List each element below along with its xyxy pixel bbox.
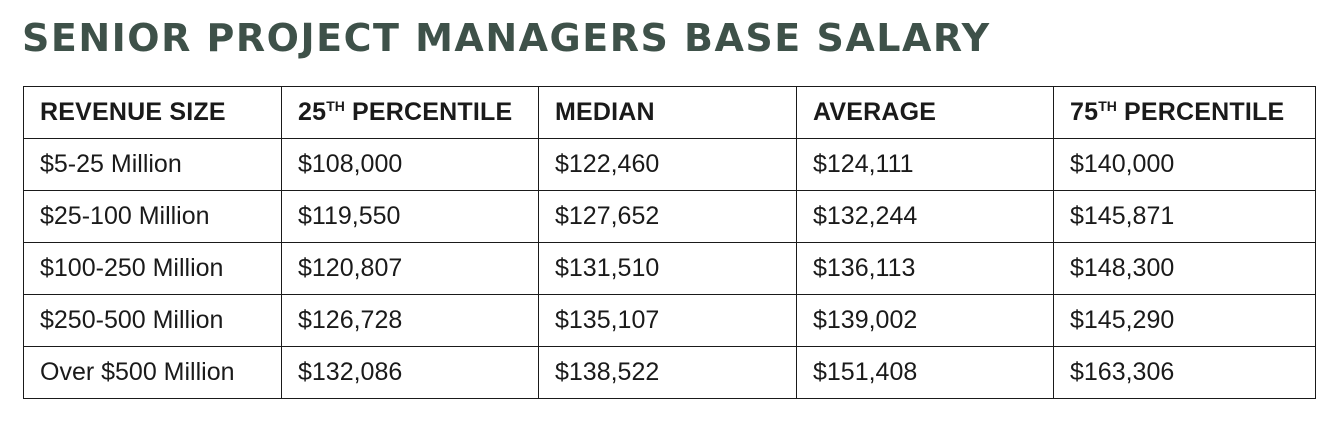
table-row: Over $500 Million $132,086 $138,522 $151…	[23, 346, 1316, 399]
percentile-25-cell: $120,807	[281, 242, 539, 295]
page-title: SENIOR PROJECT MANAGERS BASE SALARY	[22, 16, 991, 60]
average-cell: $139,002	[796, 294, 1054, 347]
average-cell: $124,111	[796, 138, 1054, 191]
table-row: $25-100 Million $119,550 $127,652 $132,2…	[23, 190, 1316, 243]
percentile-25-cell: $119,550	[281, 190, 539, 243]
percentile-75-cell: $148,300	[1053, 242, 1316, 295]
revenue-size-cell: $100-250 Million	[23, 242, 282, 295]
column-header-average: AVERAGE	[796, 86, 1054, 139]
table-header-row: REVENUE SIZE 25TH PERCENTILE MEDIAN AVER…	[23, 86, 1316, 139]
percentile-25-cell: $126,728	[281, 294, 539, 347]
column-header-25th-percentile: 25TH PERCENTILE	[281, 86, 539, 139]
revenue-size-cell: $250-500 Million	[23, 294, 282, 347]
table-row: $5-25 Million $108,000 $122,460 $124,111…	[23, 138, 1316, 191]
median-cell: $135,107	[538, 294, 797, 347]
average-cell: $132,244	[796, 190, 1054, 243]
average-cell: $151,408	[796, 346, 1054, 399]
revenue-size-cell: $25-100 Million	[23, 190, 282, 243]
percentile-75-cell: $140,000	[1053, 138, 1316, 191]
percentile-75-cell: $145,290	[1053, 294, 1316, 347]
percentile-25-cell: $108,000	[281, 138, 539, 191]
median-cell: $127,652	[538, 190, 797, 243]
percentile-75-cell: $163,306	[1053, 346, 1316, 399]
median-cell: $122,460	[538, 138, 797, 191]
percentile-25-cell: $132,086	[281, 346, 539, 399]
median-cell: $131,510	[538, 242, 797, 295]
revenue-size-cell: $5-25 Million	[23, 138, 282, 191]
column-header-75th-percentile: 75TH PERCENTILE	[1053, 86, 1316, 139]
column-header-revenue-size: REVENUE SIZE	[23, 86, 282, 139]
percentile-75-cell: $145,871	[1053, 190, 1316, 243]
average-cell: $136,113	[796, 242, 1054, 295]
median-cell: $138,522	[538, 346, 797, 399]
revenue-size-cell: Over $500 Million	[23, 346, 282, 399]
table-row: $100-250 Million $120,807 $131,510 $136,…	[23, 242, 1316, 295]
table-row: $250-500 Million $126,728 $135,107 $139,…	[23, 294, 1316, 347]
column-header-median: MEDIAN	[538, 86, 797, 139]
salary-table: REVENUE SIZE 25TH PERCENTILE MEDIAN AVER…	[23, 86, 1316, 399]
